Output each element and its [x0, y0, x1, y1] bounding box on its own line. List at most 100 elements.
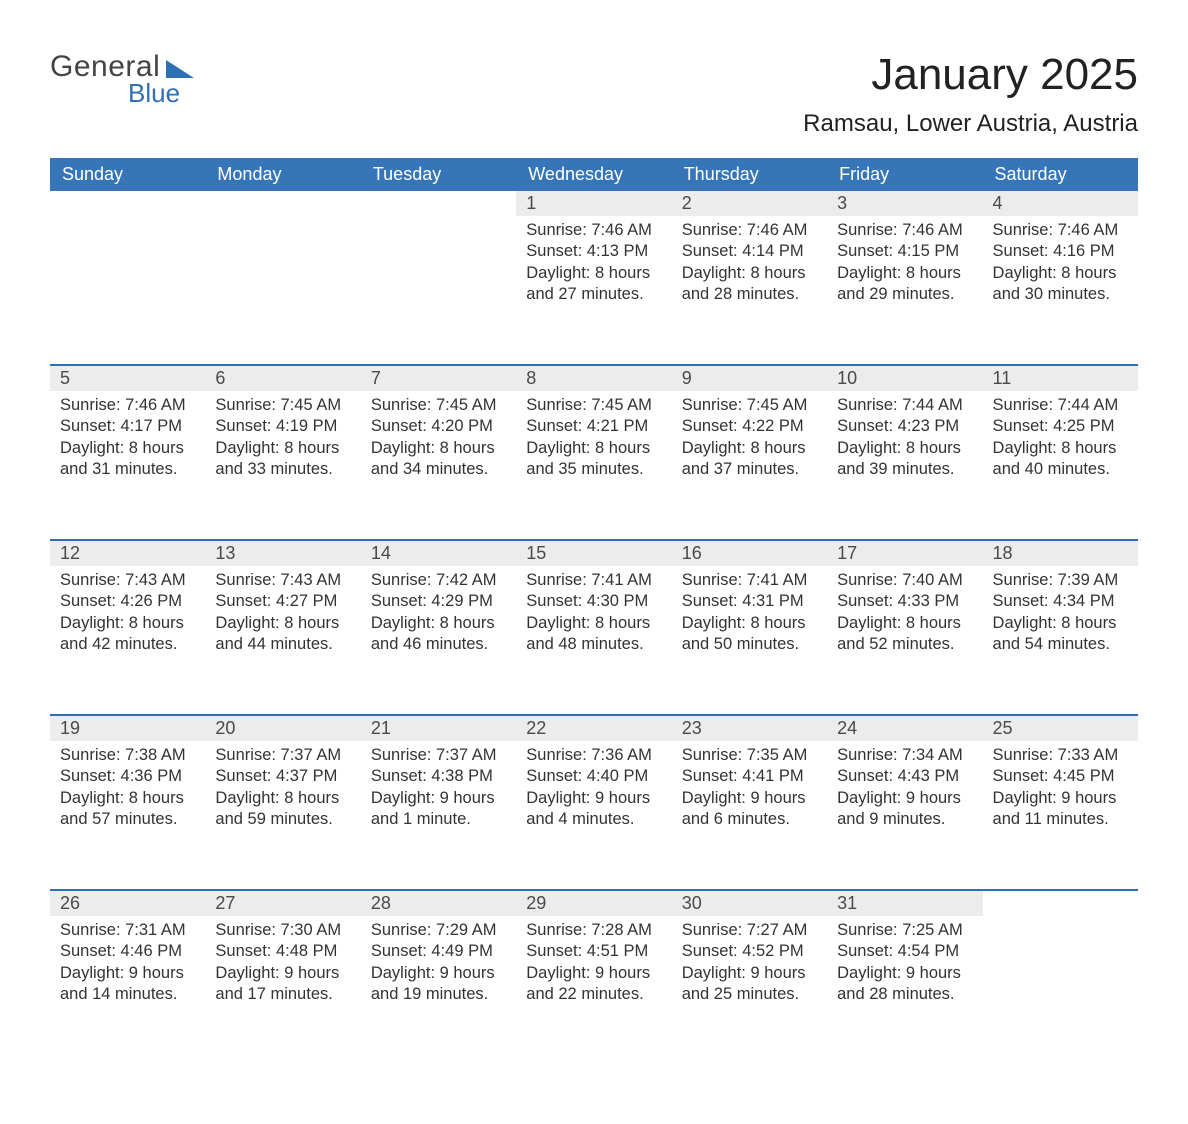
daylight-text-line1: Daylight: 9 hours [215, 963, 350, 984]
daylight-text-line1: Daylight: 9 hours [526, 963, 661, 984]
daylight-text-line2: and 6 minutes. [682, 809, 817, 830]
week-daynum-row: 1234 [50, 191, 1138, 216]
day-number-cell: 22 [516, 715, 671, 741]
brand-blue-text: Blue [128, 78, 194, 109]
week-daynum-row: 567891011 [50, 365, 1138, 391]
daylight-text-line2: and 28 minutes. [682, 284, 817, 305]
sunrise-text: Sunrise: 7:27 AM [682, 920, 817, 941]
col-header: Tuesday [361, 158, 516, 191]
day-number-cell: 8 [516, 365, 671, 391]
daylight-text-line2: and 42 minutes. [60, 634, 195, 655]
day-number-cell: 13 [205, 540, 360, 566]
day-number-cell: 23 [672, 715, 827, 741]
day-number-cell: 30 [672, 890, 827, 916]
daylight-text-line2: and 28 minutes. [837, 984, 972, 1005]
daylight-text-line2: and 40 minutes. [993, 459, 1128, 480]
daylight-text-line2: and 48 minutes. [526, 634, 661, 655]
daylight-text-line1: Daylight: 8 hours [993, 613, 1128, 634]
daylight-text-line1: Daylight: 8 hours [215, 788, 350, 809]
day-body-cell: Sunrise: 7:46 AMSunset: 4:13 PMDaylight:… [516, 216, 671, 365]
daylight-text-line1: Daylight: 8 hours [526, 438, 661, 459]
daylight-text-line2: and 39 minutes. [837, 459, 972, 480]
sunset-text: Sunset: 4:48 PM [215, 941, 350, 962]
daylight-text-line1: Daylight: 8 hours [837, 263, 972, 284]
sunrise-text: Sunrise: 7:45 AM [682, 395, 817, 416]
day-body-cell: Sunrise: 7:27 AMSunset: 4:52 PMDaylight:… [672, 916, 827, 1064]
calendar-body: 1234Sunrise: 7:46 AMSunset: 4:13 PMDayli… [50, 191, 1138, 1064]
daylight-text-line2: and 54 minutes. [993, 634, 1128, 655]
sunset-text: Sunset: 4:21 PM [526, 416, 661, 437]
sunrise-text: Sunrise: 7:34 AM [837, 745, 972, 766]
col-header: Friday [827, 158, 982, 191]
daylight-text-line1: Daylight: 9 hours [526, 788, 661, 809]
day-body-cell: Sunrise: 7:43 AMSunset: 4:26 PMDaylight:… [50, 566, 205, 715]
daylight-text-line1: Daylight: 9 hours [682, 788, 817, 809]
sunset-text: Sunset: 4:27 PM [215, 591, 350, 612]
day-number-cell: 31 [827, 890, 982, 916]
sunrise-text: Sunrise: 7:44 AM [993, 395, 1128, 416]
daylight-text-line2: and 57 minutes. [60, 809, 195, 830]
day-number-cell: 14 [361, 540, 516, 566]
calendar-table: Sunday Monday Tuesday Wednesday Thursday… [50, 158, 1138, 1064]
day-body-cell: Sunrise: 7:34 AMSunset: 4:43 PMDaylight:… [827, 741, 982, 890]
sunrise-text: Sunrise: 7:25 AM [837, 920, 972, 941]
daylight-text-line2: and 11 minutes. [993, 809, 1128, 830]
sunrise-text: Sunrise: 7:36 AM [526, 745, 661, 766]
sunrise-text: Sunrise: 7:41 AM [526, 570, 661, 591]
sunset-text: Sunset: 4:20 PM [371, 416, 506, 437]
day-body-cell: Sunrise: 7:44 AMSunset: 4:25 PMDaylight:… [983, 391, 1138, 540]
sunset-text: Sunset: 4:34 PM [993, 591, 1128, 612]
day-body-cell: Sunrise: 7:33 AMSunset: 4:45 PMDaylight:… [983, 741, 1138, 890]
sunset-text: Sunset: 4:51 PM [526, 941, 661, 962]
day-body-cell: Sunrise: 7:28 AMSunset: 4:51 PMDaylight:… [516, 916, 671, 1064]
daylight-text-line1: Daylight: 9 hours [837, 963, 972, 984]
sunset-text: Sunset: 4:54 PM [837, 941, 972, 962]
day-body-cell: Sunrise: 7:45 AMSunset: 4:22 PMDaylight:… [672, 391, 827, 540]
sunrise-text: Sunrise: 7:29 AM [371, 920, 506, 941]
sunrise-text: Sunrise: 7:46 AM [526, 220, 661, 241]
day-number-cell: 9 [672, 365, 827, 391]
week-body-row: Sunrise: 7:43 AMSunset: 4:26 PMDaylight:… [50, 566, 1138, 715]
daylight-text-line2: and 1 minute. [371, 809, 506, 830]
daylight-text-line1: Daylight: 8 hours [682, 263, 817, 284]
day-body-cell: Sunrise: 7:31 AMSunset: 4:46 PMDaylight:… [50, 916, 205, 1064]
day-body-cell: Sunrise: 7:41 AMSunset: 4:30 PMDaylight:… [516, 566, 671, 715]
sunset-text: Sunset: 4:22 PM [682, 416, 817, 437]
daylight-text-line2: and 30 minutes. [993, 284, 1128, 305]
sunset-text: Sunset: 4:15 PM [837, 241, 972, 262]
week-daynum-row: 12131415161718 [50, 540, 1138, 566]
daylight-text-line2: and 50 minutes. [682, 634, 817, 655]
day-number-cell [361, 191, 516, 216]
sunset-text: Sunset: 4:41 PM [682, 766, 817, 787]
daylight-text-line2: and 52 minutes. [837, 634, 972, 655]
day-number-cell: 20 [205, 715, 360, 741]
sunrise-text: Sunrise: 7:41 AM [682, 570, 817, 591]
brand-sail-icon [166, 60, 194, 78]
day-body-cell: Sunrise: 7:45 AMSunset: 4:20 PMDaylight:… [361, 391, 516, 540]
daylight-text-line1: Daylight: 8 hours [526, 613, 661, 634]
sunrise-text: Sunrise: 7:46 AM [682, 220, 817, 241]
location-text: Ramsau, Lower Austria, Austria [803, 110, 1138, 138]
sunrise-text: Sunrise: 7:35 AM [682, 745, 817, 766]
day-body-cell: Sunrise: 7:45 AMSunset: 4:21 PMDaylight:… [516, 391, 671, 540]
day-body-cell: Sunrise: 7:45 AMSunset: 4:19 PMDaylight:… [205, 391, 360, 540]
daylight-text-line1: Daylight: 9 hours [60, 963, 195, 984]
day-number-cell: 15 [516, 540, 671, 566]
sunset-text: Sunset: 4:30 PM [526, 591, 661, 612]
day-number-cell: 29 [516, 890, 671, 916]
daylight-text-line2: and 27 minutes. [526, 284, 661, 305]
day-body-cell: Sunrise: 7:37 AMSunset: 4:38 PMDaylight:… [361, 741, 516, 890]
daylight-text-line2: and 44 minutes. [215, 634, 350, 655]
daylight-text-line2: and 46 minutes. [371, 634, 506, 655]
month-title: January 2025 [803, 50, 1138, 100]
daylight-text-line1: Daylight: 8 hours [60, 438, 195, 459]
sunrise-text: Sunrise: 7:39 AM [993, 570, 1128, 591]
col-header: Wednesday [516, 158, 671, 191]
day-body-cell: Sunrise: 7:46 AMSunset: 4:17 PMDaylight:… [50, 391, 205, 540]
sunrise-text: Sunrise: 7:37 AM [371, 745, 506, 766]
col-header: Sunday [50, 158, 205, 191]
day-body-cell [205, 216, 360, 365]
day-number-cell: 1 [516, 191, 671, 216]
sunrise-text: Sunrise: 7:46 AM [837, 220, 972, 241]
col-header: Saturday [983, 158, 1138, 191]
